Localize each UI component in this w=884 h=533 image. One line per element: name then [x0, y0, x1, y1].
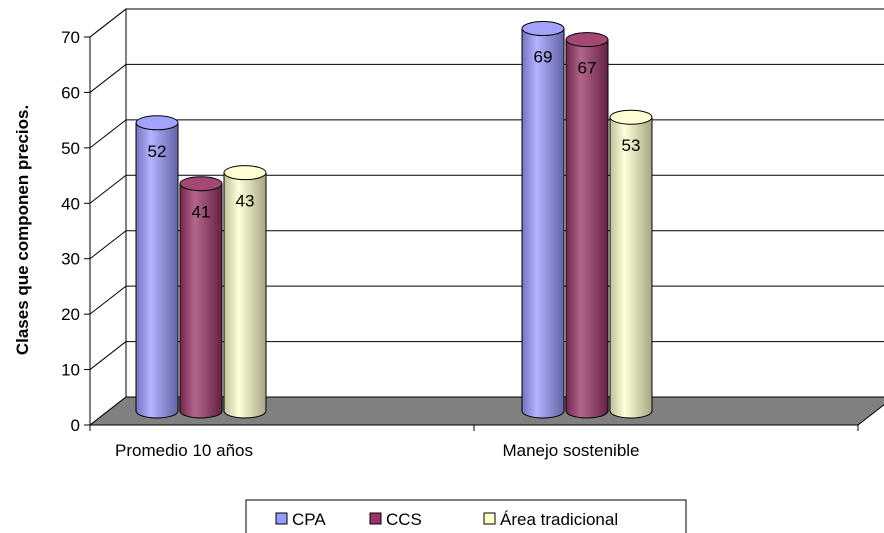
bar-body — [179, 183, 223, 419]
legend-swatch — [275, 512, 288, 525]
bar-area-tradicional-1 — [223, 165, 267, 419]
legend: CPA CCS Área tradicional — [245, 499, 687, 533]
bar-top — [135, 115, 179, 131]
bar-top — [565, 32, 609, 48]
gridline-side — [89, 64, 127, 93]
side-wall — [89, 7, 127, 427]
legend-box — [245, 499, 687, 533]
bar-ccs-1 — [179, 176, 223, 419]
gridline-side — [89, 174, 127, 204]
data-label: 53 — [622, 136, 641, 155]
gridline-side — [89, 119, 127, 149]
category-label: Manejo sostenible — [502, 441, 639, 460]
bars — [135, 21, 653, 419]
legend-label: CPA — [292, 510, 326, 529]
data-labels: 52 41 43 69 67 53 — [148, 48, 641, 222]
bar-top — [223, 165, 267, 181]
y-tick-label: 0 — [71, 416, 80, 435]
gridline-side — [89, 8, 127, 38]
category-label: Promedio 10 años — [115, 441, 253, 460]
bar-top — [179, 176, 223, 192]
y-tick-label: 60 — [61, 83, 80, 102]
bar-body — [565, 39, 609, 419]
legend-swatch — [369, 512, 382, 525]
bar-body — [223, 172, 267, 419]
data-label: 52 — [148, 142, 167, 161]
gridline-side — [89, 341, 127, 370]
bar-cpa-2 — [521, 21, 565, 419]
category-labels: Promedio 10 años Manejo sostenible — [115, 441, 640, 460]
bar-body — [135, 122, 179, 419]
bar-body — [609, 116, 653, 419]
y-tick-label: 30 — [61, 250, 80, 269]
data-label: 69 — [534, 48, 553, 67]
bar-ccs-2 — [565, 32, 609, 419]
y-tick-label: 50 — [61, 139, 80, 158]
data-label: 67 — [578, 59, 597, 78]
legend-label: CCS — [386, 510, 422, 529]
bar-top — [609, 109, 653, 125]
y-tick-label: 20 — [61, 305, 80, 324]
bar-body — [521, 28, 565, 419]
legend-label: Área tradicional — [500, 510, 618, 529]
bar-top — [521, 21, 565, 37]
y-axis-label: Clases que componen precios. — [13, 105, 32, 355]
gridline-side — [89, 230, 127, 260]
data-label: 43 — [236, 192, 255, 211]
data-label: 41 — [192, 203, 211, 222]
plot-walls — [89, 7, 884, 427]
y-tick-label: 70 — [61, 28, 80, 47]
y-tick-label: 40 — [61, 194, 80, 213]
gridline-side — [89, 285, 127, 315]
bar-area-tradicional-2 — [609, 109, 653, 419]
y-axis-ticks: 0 10 20 30 40 50 60 70 — [61, 28, 90, 435]
legend-swatch — [483, 512, 496, 525]
y-tick-label: 10 — [61, 361, 80, 380]
bar-cpa-1 — [135, 115, 179, 419]
axes — [89, 37, 859, 431]
